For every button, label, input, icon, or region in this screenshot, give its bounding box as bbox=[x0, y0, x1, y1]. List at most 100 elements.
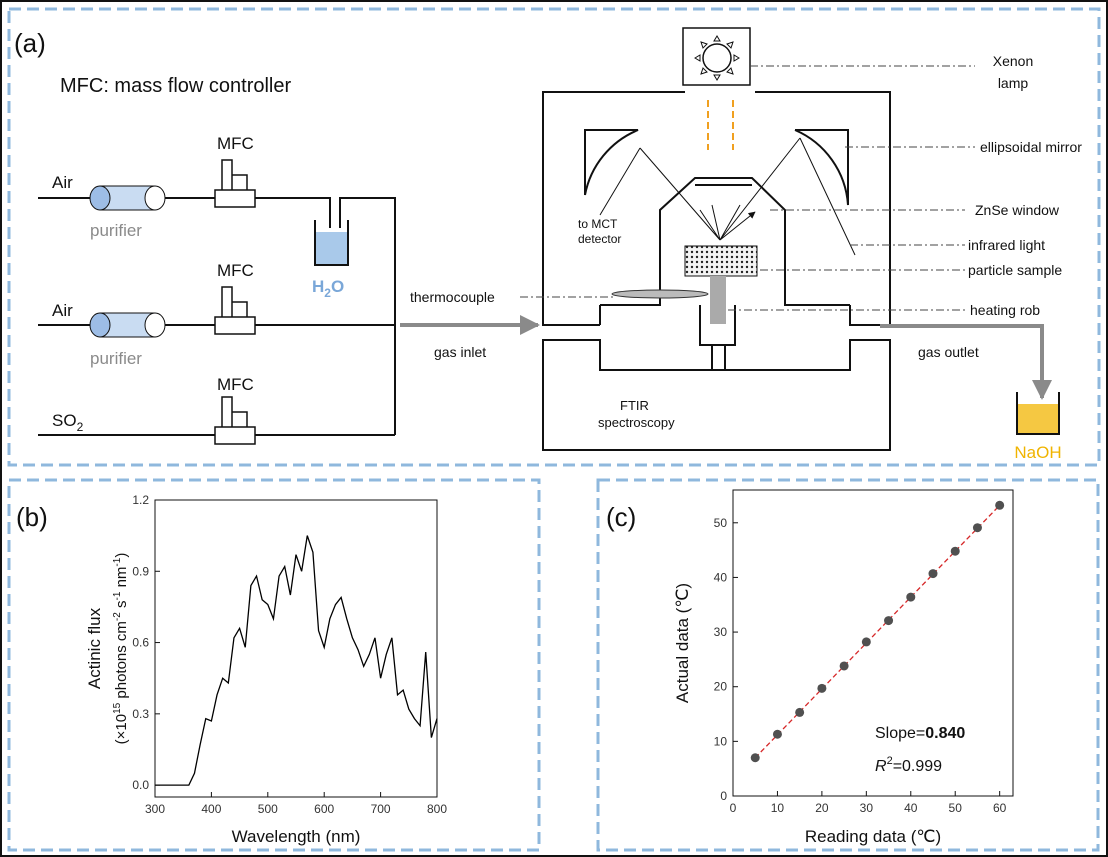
mirror bbox=[794, 129, 849, 206]
charts: (b)300 400 500 600 700 8000.00.30.60.91.2Wave… bbox=[16, 489, 1014, 846]
y-tick-label: 0.9 bbox=[132, 564, 149, 578]
data-point bbox=[884, 616, 894, 626]
callout-lines bbox=[520, 65, 975, 311]
gas-inlet-label: gas inlet bbox=[434, 344, 486, 360]
thermocouple-probe bbox=[611, 289, 709, 299]
x-tick-label: 0 bbox=[730, 801, 737, 815]
text-part: R bbox=[875, 758, 887, 775]
panel-a-border bbox=[7, 7, 1101, 467]
y-axis-label: Actinic flux bbox=[85, 607, 104, 689]
text-part: photons cm bbox=[113, 621, 130, 703]
label: infrared light bbox=[968, 237, 1045, 253]
panel-a: (a) MFC: mass flow controller Air Ai bbox=[14, 27, 1082, 462]
y-tick-label: 1.2 bbox=[132, 493, 149, 507]
data-point bbox=[950, 546, 960, 556]
x-tick-label: 20 bbox=[815, 801, 829, 815]
x-tick-label: 700 bbox=[371, 802, 391, 816]
annotation: R2=0.999 bbox=[875, 755, 942, 775]
subscript: 2 bbox=[77, 420, 84, 434]
data-point bbox=[995, 500, 1005, 510]
text-part: H bbox=[312, 277, 324, 296]
chamber-inner bbox=[600, 177, 850, 306]
gas-outlet-label: gas outlet bbox=[918, 344, 979, 360]
purifier-end bbox=[89, 312, 111, 338]
plot-frame bbox=[732, 489, 1014, 797]
x-axis-label: Wavelength (nm) bbox=[232, 827, 361, 846]
particle-sample bbox=[684, 245, 758, 277]
mfc-icon bbox=[214, 286, 256, 335]
lamp-beam bbox=[707, 100, 734, 150]
data-point bbox=[772, 729, 782, 739]
panel-c-border bbox=[596, 478, 1100, 852]
x-tick-label: 50 bbox=[949, 801, 963, 815]
x-tick-label: 300 bbox=[145, 802, 165, 816]
chamber-bottom bbox=[542, 339, 891, 451]
purifier-end bbox=[144, 185, 166, 211]
gas-label: SO2 bbox=[52, 411, 84, 434]
x-tick-label: 400 bbox=[201, 802, 221, 816]
x-tick-label: 600 bbox=[314, 802, 334, 816]
subscript: 2 bbox=[324, 286, 331, 300]
label: thermocouple bbox=[410, 289, 495, 305]
label: ellipsoidal mirror bbox=[980, 139, 1082, 155]
mfc-label: MFC bbox=[217, 375, 254, 394]
label: to MCT bbox=[578, 217, 618, 231]
data-point bbox=[861, 637, 871, 647]
label: FTIR bbox=[620, 398, 649, 413]
text-part: O bbox=[331, 277, 344, 296]
text-part: Slope= bbox=[875, 725, 925, 742]
label: lamp bbox=[998, 75, 1029, 91]
mfc-label: MFC bbox=[217, 261, 254, 280]
purifier bbox=[89, 312, 166, 338]
y-tick-label: 0.0 bbox=[132, 778, 149, 792]
label: detector bbox=[578, 232, 621, 246]
data-point bbox=[817, 683, 827, 693]
y-axis-unit: (×1015 photons cm-2 s-1 nm-1) bbox=[112, 553, 130, 745]
label: particle sample bbox=[968, 262, 1062, 278]
label: ZnSe window bbox=[975, 202, 1060, 218]
x-tick-label: 500 bbox=[258, 802, 278, 816]
light-rays bbox=[599, 137, 856, 256]
mirror bbox=[584, 129, 639, 196]
text-part: SO bbox=[52, 411, 77, 430]
beaker bbox=[1016, 392, 1060, 435]
superscript: 15 bbox=[112, 702, 123, 714]
x-tick-label: 800 bbox=[427, 802, 447, 816]
superscript: -1 bbox=[112, 591, 123, 600]
y-axis-label: Actual data (℃) bbox=[673, 583, 692, 703]
x-tick-label: 30 bbox=[860, 801, 874, 815]
lamp bbox=[702, 43, 732, 73]
fit-line bbox=[754, 504, 1001, 759]
text-part: =0.999 bbox=[893, 758, 942, 775]
x-tick-label: 10 bbox=[771, 801, 785, 815]
text-part: nm bbox=[113, 567, 130, 592]
y-tick-label: 40 bbox=[714, 570, 728, 584]
mfc-icon bbox=[214, 396, 256, 445]
lamp-rays bbox=[694, 35, 740, 81]
label: spectroscopy bbox=[598, 415, 675, 430]
y-tick-label: 20 bbox=[714, 680, 728, 694]
purifiers bbox=[89, 185, 166, 338]
data-point bbox=[839, 661, 849, 671]
sample-stage bbox=[599, 305, 736, 371]
panel-label: (b) bbox=[16, 502, 48, 532]
y-tick-label: 10 bbox=[714, 734, 728, 748]
data-point bbox=[928, 569, 938, 579]
text-part: 0.840 bbox=[925, 725, 965, 742]
y-tick-label: 30 bbox=[714, 625, 728, 639]
label: heating rob bbox=[970, 302, 1040, 318]
text-part: s bbox=[113, 600, 130, 612]
data-line bbox=[155, 535, 438, 786]
heating-rod bbox=[710, 276, 726, 324]
purifier-end bbox=[89, 185, 111, 211]
purifier-end bbox=[144, 312, 166, 338]
x-axis-label: Reading data (℃) bbox=[805, 827, 941, 846]
y-tick-label: 0.3 bbox=[132, 707, 149, 721]
superscript: -2 bbox=[112, 612, 123, 621]
gas-label: Air bbox=[52, 301, 73, 320]
superscript: -1 bbox=[112, 557, 123, 566]
data-point bbox=[795, 707, 805, 717]
superscript: 2 bbox=[887, 755, 893, 767]
panel-label: (a) bbox=[14, 28, 46, 58]
